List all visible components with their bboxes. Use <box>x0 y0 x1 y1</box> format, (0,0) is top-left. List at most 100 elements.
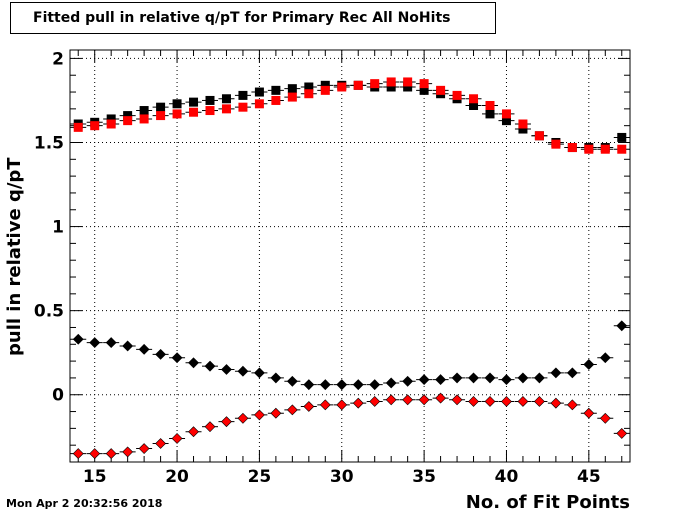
data-point <box>89 448 101 460</box>
data-point <box>319 379 331 391</box>
data-point <box>352 379 364 391</box>
x-tick-label: 15 <box>83 467 107 487</box>
data-point <box>271 95 281 105</box>
data-point <box>171 352 183 364</box>
data-marks <box>70 77 630 460</box>
data-point <box>386 82 396 92</box>
data-point <box>485 109 495 119</box>
data-point <box>452 90 462 100</box>
data-point <box>139 106 149 116</box>
y-tick-label: 0 <box>52 386 64 406</box>
data-point <box>138 443 150 454</box>
data-point <box>599 412 611 424</box>
data-point <box>303 401 315 412</box>
data-point <box>385 377 397 389</box>
y-axis-label: pull in relative q/pT <box>4 157 25 356</box>
y-tick-label: 0.5 <box>34 302 64 322</box>
data-point <box>419 85 429 95</box>
data-point <box>617 132 627 142</box>
data-point <box>599 352 611 364</box>
data-point <box>533 372 545 384</box>
data-point <box>156 111 166 121</box>
data-point <box>287 84 297 94</box>
data-point <box>468 372 479 384</box>
data-point <box>123 116 133 126</box>
data-point <box>533 396 545 407</box>
data-point <box>584 144 594 154</box>
data-point <box>122 340 134 352</box>
data-point <box>172 99 182 109</box>
data-point <box>270 407 282 419</box>
data-point <box>501 396 512 407</box>
data-point <box>123 111 133 121</box>
data-point <box>172 109 182 119</box>
data-point <box>105 337 117 349</box>
data-point <box>485 100 495 110</box>
data-point <box>237 412 249 424</box>
data-point <box>221 94 231 104</box>
data-point <box>320 85 330 95</box>
data-point <box>221 416 232 428</box>
data-point <box>171 433 183 444</box>
data-point <box>517 372 529 384</box>
x-tick-label: 20 <box>165 467 189 487</box>
data-point <box>319 399 331 411</box>
data-point <box>156 102 166 112</box>
data-point <box>451 394 463 406</box>
axis-ticks <box>70 50 630 463</box>
data-point <box>106 114 116 124</box>
data-point <box>286 404 298 416</box>
data-point <box>617 144 627 154</box>
data-point <box>204 360 216 372</box>
data-point <box>337 82 347 92</box>
data-point <box>139 114 149 124</box>
data-point <box>188 426 199 438</box>
data-point <box>385 394 397 406</box>
series-2 <box>70 77 630 154</box>
data-point <box>253 367 265 379</box>
data-point <box>566 399 578 411</box>
data-point <box>238 102 248 112</box>
data-point <box>73 122 83 132</box>
data-point <box>435 392 447 404</box>
data-point <box>484 396 496 407</box>
data-point <box>204 421 216 433</box>
x-tick-label: 40 <box>495 467 519 487</box>
data-point <box>353 80 363 90</box>
data-point <box>418 374 430 386</box>
data-point <box>254 87 264 97</box>
data-point <box>403 77 413 87</box>
data-point <box>352 397 364 409</box>
data-point <box>189 107 199 117</box>
data-point <box>518 119 528 129</box>
data-point <box>253 409 265 421</box>
series-3 <box>70 320 630 391</box>
data-point <box>72 448 84 460</box>
data-point <box>501 116 511 126</box>
data-point <box>138 343 150 355</box>
data-point <box>436 85 446 95</box>
data-point <box>370 79 380 89</box>
data-point <box>468 396 479 407</box>
data-point <box>501 374 512 386</box>
data-point <box>435 374 447 386</box>
data-point <box>304 89 314 99</box>
data-point <box>600 144 610 154</box>
plot-frame <box>69 49 631 463</box>
data-point <box>616 320 628 332</box>
y-tick-label: 1.5 <box>34 133 64 153</box>
data-point <box>122 446 134 458</box>
chart-title: Fitted pull in relative q/pT for Primary… <box>10 2 496 34</box>
x-axis-label: No. of Fit Points <box>465 492 630 513</box>
data-point <box>518 124 528 134</box>
x-tick-label: 35 <box>412 467 436 487</box>
data-point <box>451 372 463 384</box>
data-point <box>287 92 297 102</box>
tick-labels: 15 20 25 30 35 40 45 0 0.5 1 1.5 2 <box>34 49 601 487</box>
data-point <box>336 399 348 411</box>
data-point <box>386 77 396 87</box>
data-point <box>254 99 264 109</box>
y-tick-label: 1 <box>52 218 64 238</box>
data-point <box>155 438 167 449</box>
